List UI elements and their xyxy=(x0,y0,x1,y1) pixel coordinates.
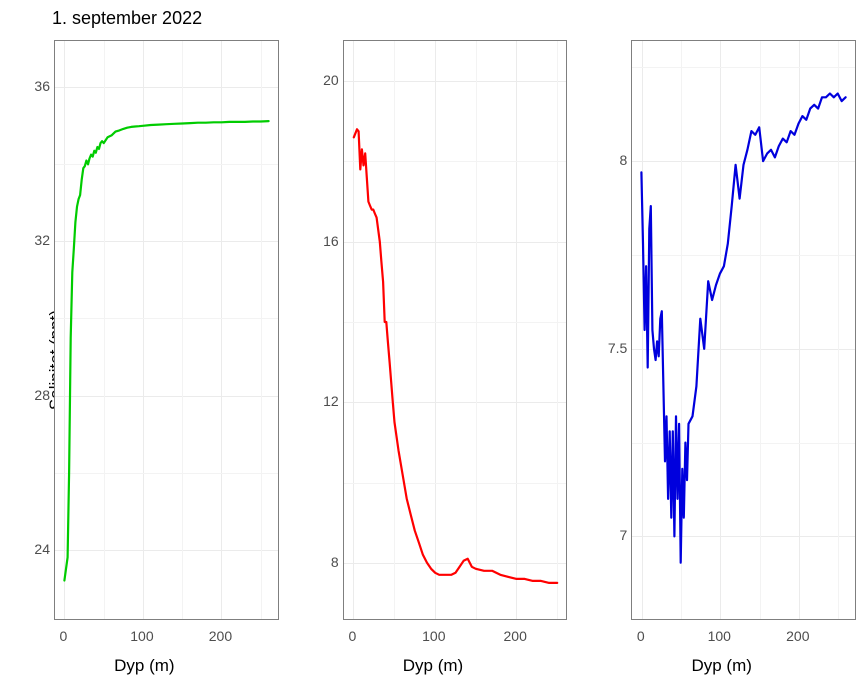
plot-area-oxygen xyxy=(631,40,856,620)
ytick-label: 8 xyxy=(317,554,339,570)
ytick-label: 24 xyxy=(28,541,50,557)
panel-salinity: Salinitet (ppt) Dyp (m) 010020024283236 xyxy=(0,40,289,680)
panels-row: Salinitet (ppt) Dyp (m) 010020024283236 … xyxy=(0,40,866,680)
line-temperature xyxy=(344,41,567,619)
plot-area-temperature xyxy=(343,40,568,620)
xtick-label: 200 xyxy=(786,628,809,644)
panel-oxygen: Oksygen (mg/L) Dyp (m) 010020077.58 xyxy=(577,40,866,680)
xtick-label: 0 xyxy=(60,628,68,644)
ytick-label: 20 xyxy=(317,72,339,88)
xtick-label: 200 xyxy=(209,628,232,644)
ytick-label: 8 xyxy=(605,152,627,168)
ytick-label: 28 xyxy=(28,387,50,403)
line-oxygen xyxy=(632,41,855,619)
panel-temperature: Temperatur (°C) Dyp (m) 01002008121620 xyxy=(289,40,578,680)
xtick-label: 100 xyxy=(130,628,153,644)
figure-title: 1. september 2022 xyxy=(52,8,202,29)
xtick-label: 200 xyxy=(504,628,527,644)
ytick-label: 36 xyxy=(28,78,50,94)
xlabel-oxygen: Dyp (m) xyxy=(577,656,866,676)
ytick-label: 7.5 xyxy=(605,340,627,356)
line-salinity xyxy=(55,41,278,619)
ytick-label: 12 xyxy=(317,393,339,409)
xtick-label: 100 xyxy=(708,628,731,644)
ytick-label: 16 xyxy=(317,233,339,249)
plot-area-salinity xyxy=(54,40,279,620)
xlabel-salinity: Dyp (m) xyxy=(0,656,289,676)
xtick-label: 100 xyxy=(422,628,445,644)
xlabel-temperature: Dyp (m) xyxy=(289,656,578,676)
ytick-label: 32 xyxy=(28,232,50,248)
ytick-label: 7 xyxy=(605,527,627,543)
xtick-label: 0 xyxy=(637,628,645,644)
xtick-label: 0 xyxy=(349,628,357,644)
